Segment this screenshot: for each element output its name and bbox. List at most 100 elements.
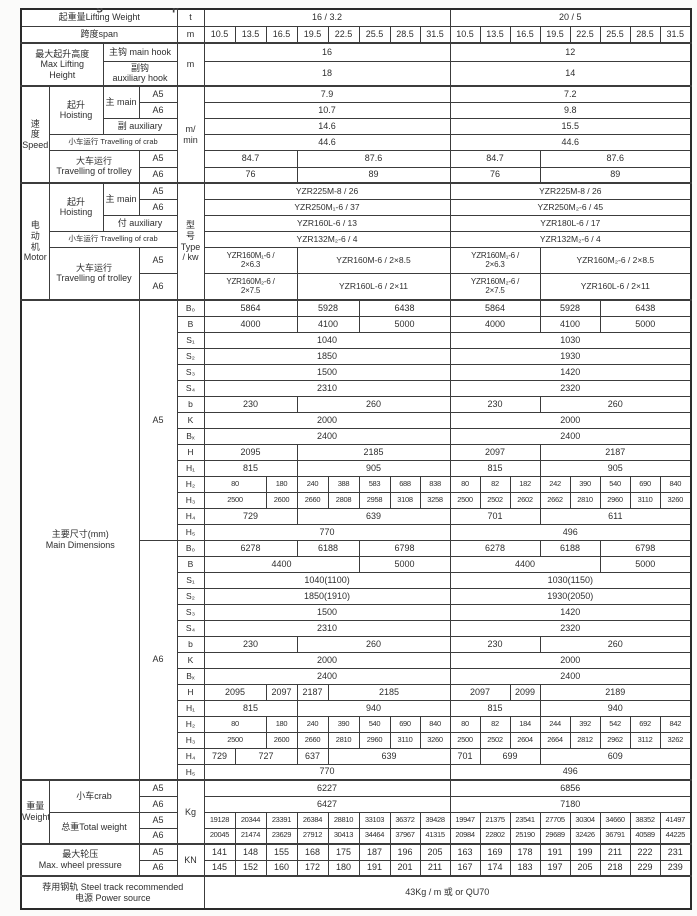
spec-cell: 36791 [599,827,631,845]
spec-cell: 总重Total weight [48,811,140,845]
spec-cell: 6188 [296,539,360,557]
spec-cell: 82 [479,715,511,733]
spec-cell: 180 [327,859,360,877]
spec-cell: 2097 [449,443,541,461]
spec-cell: 4000 [203,315,298,333]
spec-cell: A5 [138,779,178,797]
spec-cell: 28810 [327,811,360,829]
spec-cell: 87.6 [539,149,692,168]
spec-cell: A5 [138,85,178,103]
spec-cell: 196 [389,843,421,861]
spec-cell: 392 [569,715,601,733]
spec-cell: 2810 [327,731,360,749]
spec-cell: A6 [138,827,178,845]
spec-cell: 5864 [449,299,541,317]
spec-cell: YZR132M₂-6 / 4 [449,230,692,248]
spec-cell: 2810 [569,491,601,509]
spec-cell: S₁ [176,331,205,349]
spec-cell: 940 [296,699,451,717]
spec-cell: 2500 [449,491,481,509]
spec-cell: 840 [659,475,692,493]
spec-cell: m [176,25,205,44]
spec-cell: YZR250M₂-6 / 45 [449,198,692,216]
spec-cell: 23391 [265,811,298,829]
spec-cell: 主要尺寸(mm) Main Dimensions [20,299,140,781]
spec-cell: 1850(1910) [203,587,451,605]
spec-cell: 20045 [203,827,236,845]
spec-cell: 12 [449,42,692,62]
spec-cell: 542 [599,715,631,733]
spec-cell: 20984 [449,827,481,845]
spec-cell: K [176,411,205,429]
spec-cell: H [176,443,205,461]
spec-cell: 6438 [358,299,451,317]
spec-cell: 2000 [449,651,692,669]
spec-cell: 211 [599,843,631,861]
spec-cell: 80 [449,475,481,493]
spec-cell: 540 [358,715,391,733]
spec-cell: 43Kg / m 或 or QU70 [203,875,692,910]
spec-cell: 22.5 [569,25,601,44]
spec-cell: 27705 [539,811,571,829]
spec-cell: 19.5 [539,25,571,44]
spec-cell: 2600 [265,491,298,509]
spec-cell: m [176,42,205,87]
spec-cell: 2660 [296,731,329,749]
spec-cell: H₃ [176,731,205,749]
spec-cell: 28.5 [629,25,661,44]
spec-cell: 727 [234,747,298,765]
spec-cell: 21375 [479,811,511,829]
spec-cell: A5 [138,299,178,541]
spec-cell: 2310 [203,619,451,637]
spec-cell: 付 auxiliary [102,214,178,232]
spec-cell: 89 [539,166,692,184]
spec-cell: 940 [539,699,692,717]
spec-cell: 230 [203,395,298,413]
spec-cell: A6 [138,272,178,301]
spec-cell: 2189 [539,683,692,701]
spec-cell: 3112 [629,731,661,749]
spec-table-body: 起重量Lifting Weight t 16 / 3.2 20 / 5 跨度span m 1… [20,8,692,910]
spec-cell: 6427 [203,795,451,813]
spec-cell: 2662 [539,491,571,509]
spec-cell: 小车运行 Travelling of crab [48,133,178,151]
spec-cell: 3260 [419,731,451,749]
spec-cell: 770 [203,763,451,781]
spec-cell: 1500 [203,603,451,621]
spec-cell: 244 [539,715,571,733]
spec-cell: YZR225M-8 / 26 [449,182,692,200]
spec-cell: YZR160M-6 / 2×8.5 [296,246,451,274]
spec-cell: 26384 [296,811,329,829]
spec-cell: 37967 [389,827,421,845]
spec-cell: 699 [479,747,541,765]
spec-cell: 229 [629,859,661,877]
spec-cell: 10.5 [449,25,481,44]
spec-cell: H₄ [176,747,205,765]
spec-cell: 2604 [509,731,541,749]
spec-cell: 2500 [203,731,267,749]
spec-cell: 1850 [203,347,451,365]
spec-cell: 230 [449,395,541,413]
spec-cell: 2812 [569,731,601,749]
spec-cell: 小车crab [48,779,140,813]
spec-cell: 6856 [449,779,692,797]
spec-cell: 19.5 [296,25,329,44]
spec-cell: 842 [659,715,692,733]
spec-cell: H₂ [176,475,205,493]
spec-cell: 31.5 [419,25,451,44]
spec-cell: 2400 [449,427,692,445]
spec-cell: 副 auxiliary [102,117,178,135]
spec-cell: YZR160L-6 / 13 [203,214,451,232]
spec-cell: 16.5 [509,25,541,44]
spec-cell: 2400 [203,427,451,445]
spec-cell: Bₓ [176,427,205,445]
spec-cell: 2187 [539,443,692,461]
spec-cell: 39428 [419,811,451,829]
spec-cell: 163 [449,843,481,861]
spec-cell: 1420 [449,603,692,621]
spec-cell: 240 [296,715,329,733]
spec-cell: 16.5 [265,25,298,44]
spec-cell: 15.5 [449,117,692,135]
spec-cell: 10.5 [203,25,236,44]
spec-cell: 390 [327,715,360,733]
